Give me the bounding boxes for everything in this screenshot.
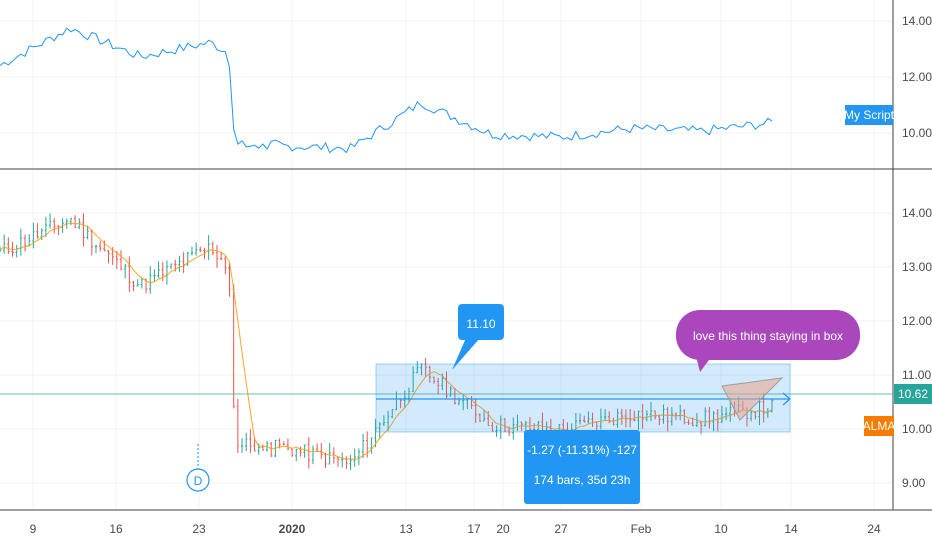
my-script-label-badge[interactable]: My Script: [844, 105, 895, 125]
time-tick-label: 17: [467, 522, 481, 536]
indicator-price-axis[interactable]: 14.00 12.00 10.00: [902, 14, 932, 140]
my-script-line-series: [0, 27, 773, 154]
measure-label-bars: 174 bars, 35d 23h: [534, 473, 631, 487]
alma-line: [0, 222, 773, 461]
indicator-tick-label: 10.00: [902, 126, 932, 140]
price-callout[interactable]: 11.10: [452, 304, 504, 370]
price-tick-label: 11.00: [902, 368, 931, 382]
my-script-line: [0, 27, 773, 154]
time-tick-label: 23: [192, 522, 206, 536]
measure-label-bg: [524, 430, 640, 504]
my-script-badge-text: My Script: [844, 108, 895, 122]
time-tick-label: 16: [109, 522, 123, 536]
indicator-pane-grid: [0, 0, 893, 169]
alma-line-series: [0, 222, 773, 461]
comment-bubble-pointer: [696, 356, 712, 372]
comment-bubble-text: love this thing staying in box: [693, 329, 843, 343]
dividend-icon: [186, 468, 210, 492]
time-tick-label: 27: [554, 522, 568, 536]
price-tick-label: 13.00: [902, 260, 932, 274]
time-tick-label: 24: [867, 522, 881, 536]
alma-badge-text: ALMA: [863, 419, 896, 433]
time-tick-label: 10: [714, 522, 728, 536]
measure-label[interactable]: -1.27 (-11.31%) -127 174 bars, 35d 23h: [524, 430, 640, 504]
time-tick-label: 13: [399, 522, 413, 536]
time-tick-label-year: 2020: [279, 522, 306, 536]
price-tick-label: 9.00: [902, 476, 926, 490]
dividend-marker[interactable]: D: [186, 444, 210, 492]
indicator-tick-label: 12.00: [902, 70, 932, 84]
main-price-axis[interactable]: 14.00 13.00 12.00 11.00 10.00 9.00: [902, 206, 932, 490]
my-script-badge-bg: [845, 105, 893, 125]
comment-bubble[interactable]: love this thing staying in box: [676, 310, 860, 372]
last-price-badge-text: 10.62: [898, 387, 928, 401]
price-tick-label: 14.00: [902, 206, 932, 220]
alma-badge-bg: [864, 416, 894, 436]
last-price-badge[interactable]: 10.62: [894, 384, 932, 404]
dividend-marker-text: D: [194, 474, 203, 488]
comment-bubble-bg: [676, 310, 860, 360]
time-tick-label: Feb: [631, 522, 652, 536]
price-callout-bg: [458, 304, 504, 340]
price-tick-label: 10.00: [902, 422, 932, 436]
time-tick-label: 14: [784, 522, 798, 536]
indicator-tick-label: 14.00: [902, 14, 932, 28]
price-callout-pointer: [452, 338, 480, 370]
price-callout-text: 11.10: [466, 317, 495, 331]
alma-badge[interactable]: ALMA: [863, 416, 896, 436]
price-tick-label: 12.00: [902, 314, 932, 328]
time-axis[interactable]: 9 16 23 2020 13 17 20 27 Feb 10 14 24: [30, 522, 881, 536]
measure-label-change: -1.27 (-11.31%) -127: [527, 443, 637, 457]
time-tick-label: 9: [30, 522, 37, 536]
candlestick-series: [0, 213, 774, 471]
time-tick-label: 20: [496, 522, 510, 536]
last-price-badge-bg: [894, 384, 932, 404]
range-arrow-icon: [782, 392, 791, 406]
triangle-pattern-drawing[interactable]: [721, 377, 784, 421]
